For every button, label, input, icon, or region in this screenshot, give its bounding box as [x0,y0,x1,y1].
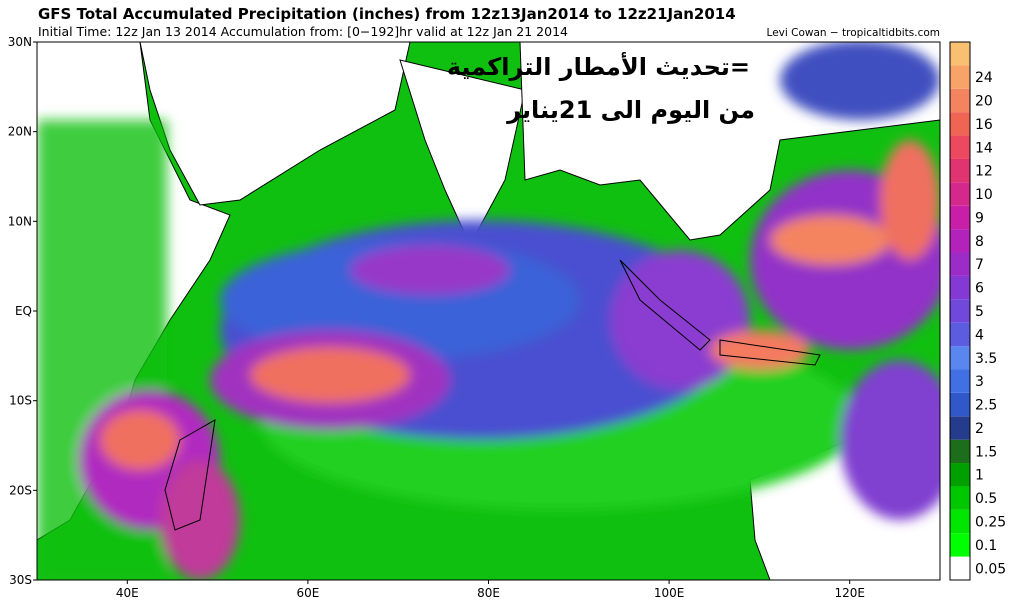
colorbar-label: 3.5 [975,351,997,367]
colorbar-swatch [950,112,970,136]
colorbar-label: 0.5 [975,491,997,507]
lon-label: 80E [477,586,500,600]
lat-label: 20S [9,483,32,497]
title: GFS Total Accumulated Precipitation (inc… [38,5,736,23]
subtitle: Initial Time: 12z Jan 13 2014 Accumulati… [38,24,568,39]
precip [37,42,940,580]
colorbar-label: 6 [975,281,984,297]
colorbar-swatch [950,346,970,370]
lat-label: 10S [9,394,32,408]
colorbar-label: 1.5 [975,444,997,460]
credit: Levi Cowan − tropicaltidbits.com [767,27,940,39]
colorbar-swatch [950,135,970,159]
colorbar-label: 24 [975,70,993,86]
colorbar-swatch [950,486,970,510]
colorbar-label: 5 [975,304,984,320]
colorbar-swatch [950,275,970,300]
colorbar-swatch [950,322,970,347]
map [37,42,940,580]
colorbar-label: 2 [975,421,984,437]
lat-label: 30N [8,35,32,49]
colorbar-swatch [950,556,970,580]
lon-label: 60E [296,586,319,600]
colorbar-swatch [950,42,970,66]
colorbar-swatch [950,88,970,113]
colorbar-swatch [950,463,970,487]
colorbar-label: 9 [975,210,984,226]
lon-label: 120E [834,586,865,600]
colorbar-frame [949,41,971,581]
colorbar-label: 1 [975,468,984,484]
overlay-line1: =تحديث الأمطار التراكمية [447,52,750,81]
colorbar-swatch [950,158,970,183]
colorbar-label: 7 [975,257,984,273]
colorbar-label: 0.1 [975,538,997,554]
colorbar-label: 0.05 [975,561,1006,577]
colorbar-label: 20 [975,93,993,109]
colorbar-label: 8 [975,234,984,250]
lat-label: EQ [15,304,32,318]
lat-label: 30S [9,573,32,587]
colorbar-swatch [950,65,970,89]
colorbar-swatch [950,229,970,253]
colorbar-label: 0.25 [975,515,1006,531]
colorbar-swatch [950,299,970,323]
colorbar-swatch [950,182,970,206]
colorbar-swatch [950,439,970,464]
colorbar-label: 16 [975,117,993,133]
colorbar-label: 14 [975,140,993,156]
colorbar-label: 10 [975,187,993,203]
colorbar-label: 3 [975,374,984,390]
colorbar-swatch [950,392,970,417]
colorbar-swatch [950,509,970,534]
lon-label: 100E [654,586,685,600]
colorbar-swatch [950,369,970,393]
colorbar-label: 4 [975,327,984,343]
colorbar-swatch [950,533,970,557]
colorbar-swatch [950,205,970,230]
colorbar-label: 12 [975,164,993,180]
colorbar-swatch [950,252,970,276]
colorbar-label: 2.5 [975,398,997,414]
lon-label: 40E [116,586,139,600]
colorbar-swatch [950,416,970,440]
overlay-line2: من اليوم الى 21يناير [506,96,755,124]
lat-label: 10N [8,214,32,228]
lat-label: 20N [8,125,32,139]
